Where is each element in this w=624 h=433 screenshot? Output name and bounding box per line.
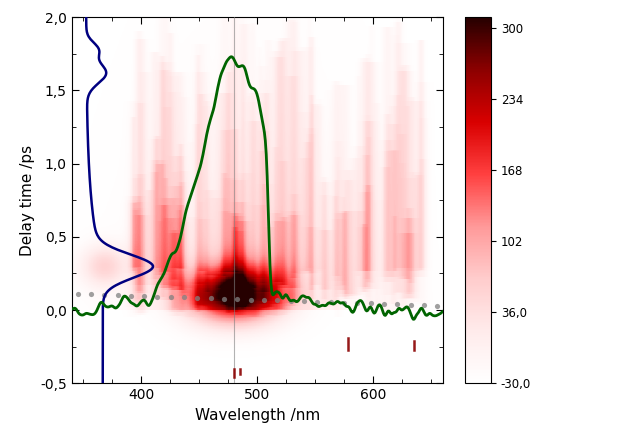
- Point: [326, 299, 336, 306]
- Point: [72, 291, 82, 297]
- Point: [192, 294, 202, 301]
- Point: [86, 291, 96, 298]
- Point: [219, 295, 229, 302]
- Point: [246, 296, 256, 303]
- Point: [353, 300, 363, 307]
- Point: [299, 298, 309, 305]
- Point: [286, 297, 296, 304]
- Point: [99, 291, 109, 298]
- Point: [366, 300, 376, 307]
- Point: [432, 302, 442, 309]
- Point: [139, 293, 149, 300]
- Point: [406, 301, 416, 308]
- Point: [259, 297, 269, 304]
- Point: [313, 298, 323, 305]
- Point: [126, 292, 136, 299]
- Point: [339, 299, 349, 306]
- Point: [419, 302, 429, 309]
- Point: [166, 294, 176, 301]
- Point: [232, 296, 242, 303]
- X-axis label: Wavelength /nm: Wavelength /nm: [195, 407, 320, 423]
- Point: [152, 293, 162, 300]
- Y-axis label: Delay time /ps: Delay time /ps: [19, 145, 34, 256]
- Point: [392, 301, 402, 308]
- Point: [379, 301, 389, 307]
- Point: [112, 292, 122, 299]
- Point: [179, 294, 189, 301]
- Point: [273, 297, 283, 304]
- Point: [206, 295, 216, 302]
